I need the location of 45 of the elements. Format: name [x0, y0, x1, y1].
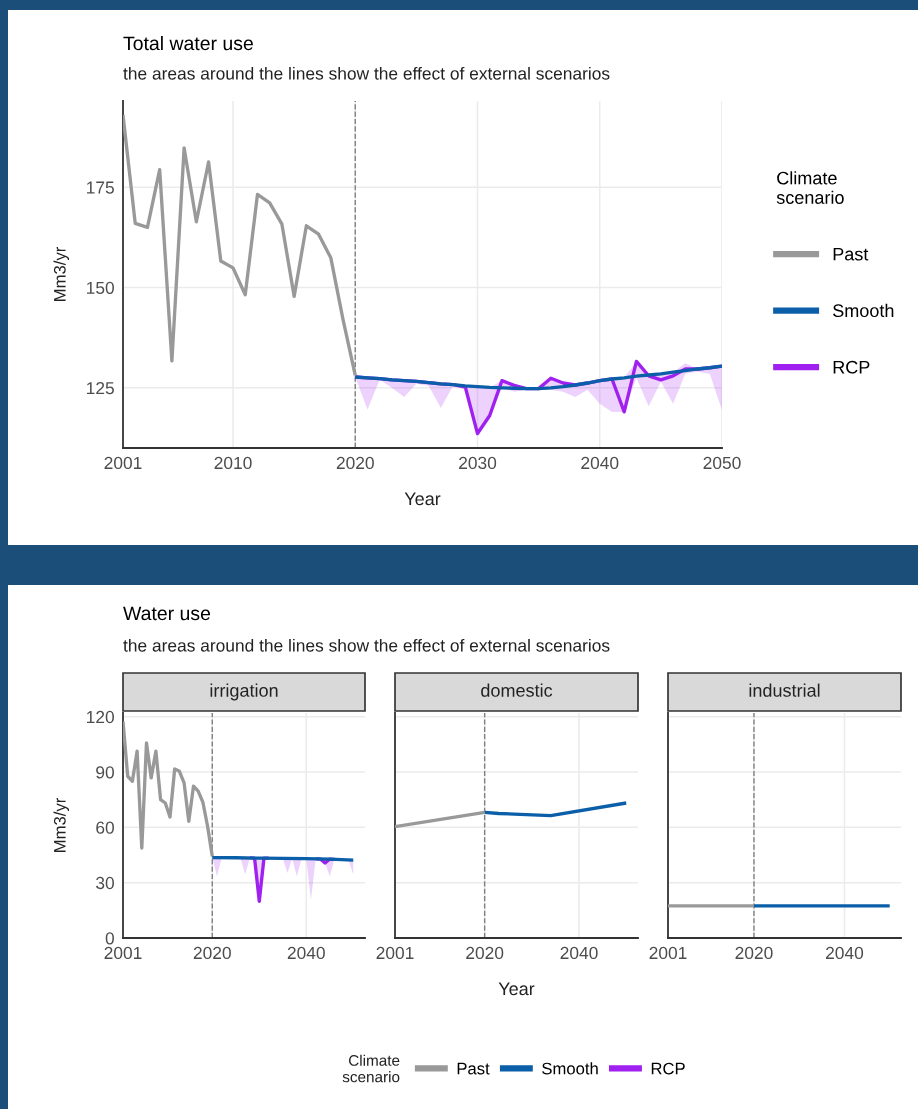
legend-label: Smooth: [542, 1062, 598, 1075]
x-tick-label: 2020: [466, 946, 504, 960]
y-tick-label: 90: [96, 766, 114, 779]
x-tick-label: 2050: [703, 456, 741, 470]
x-tick-label: 2020: [193, 946, 231, 960]
legend-title: Climate scenario: [776, 171, 844, 204]
x-tick-label: 2040: [560, 946, 598, 960]
x-axis-title: Year: [498, 982, 535, 996]
legend-label: Past: [457, 1062, 490, 1075]
y-tick-label: 175: [87, 181, 114, 194]
x-tick-label: 2040: [287, 946, 325, 960]
y-tick-label: 30: [96, 876, 114, 890]
y-tick-label: 120: [87, 710, 114, 724]
chart-title: domestic: [481, 683, 553, 697]
legend-label: Past: [833, 247, 869, 261]
x-tick-label: 2010: [214, 456, 252, 470]
x-tick-label: 2020: [336, 456, 374, 470]
text: the areas around the lines show the effect of external scenarios: [123, 638, 610, 652]
x-axis-title: Year: [404, 492, 441, 506]
x-tick-label: 2001: [104, 456, 142, 470]
y-tick-label: 125: [87, 381, 114, 395]
line-series: [123, 719, 214, 858]
chart-title: Total water use: [123, 35, 253, 51]
text: Water use: [123, 606, 211, 621]
x-tick-label: 2001: [649, 946, 687, 960]
legend-title: Climate scenario: [342, 1054, 400, 1083]
chart-subtitle: the areas around the lines show the effect of external scenarios: [123, 66, 610, 80]
x-tick-label: 2040: [581, 456, 619, 470]
x-tick-label: 2020: [735, 946, 773, 960]
x-tick-label: 2040: [826, 946, 864, 960]
y-tick-label: 150: [87, 281, 114, 294]
line-series: [123, 113, 357, 378]
y-axis-title: Mm3/yr: [53, 798, 70, 852]
chart-title: irrigation: [210, 683, 278, 701]
y-axis-title: Mm3/yr: [53, 247, 70, 301]
y-tick-label: 60: [96, 821, 114, 834]
line-series: [353, 364, 722, 391]
y-tick-label: 0: [105, 932, 114, 945]
x-tick-label: 2030: [459, 456, 497, 470]
x-tick-label: 2001: [376, 946, 414, 960]
legend-label: RCP: [651, 1062, 685, 1075]
legend-label: RCP: [833, 360, 870, 374]
legend-label: Smooth: [833, 303, 894, 318]
chart-title: industrial: [749, 683, 820, 697]
x-tick-label: 2001: [104, 946, 142, 960]
